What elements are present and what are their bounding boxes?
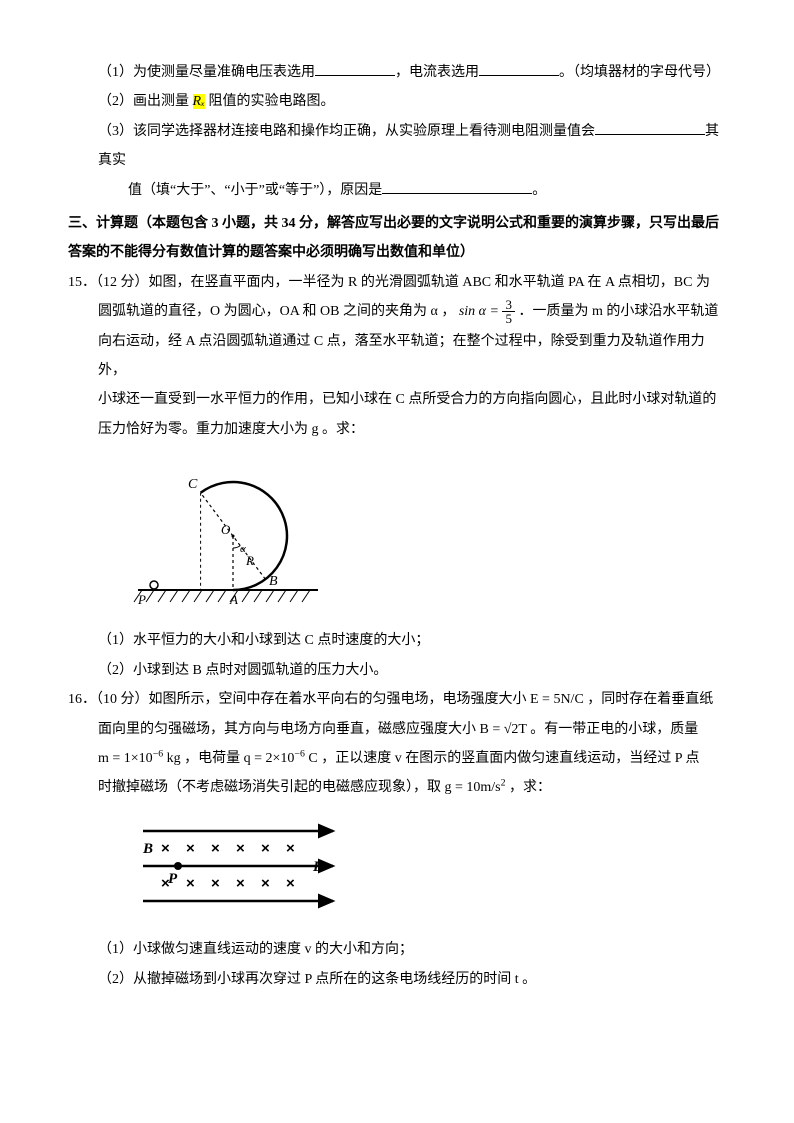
text: （10 分）如图所示，空间中存在着水平向右的匀强电场，电场强度大小 E = 5N…	[96, 692, 713, 707]
q16-sub2: （2）从撤掉磁场到小球再次穿过 P 点所在的这条电场线经历的时间 t 。	[98, 965, 726, 994]
sqrt2: √2	[504, 715, 519, 744]
q16-line1: 16．（10 分）如图所示，空间中存在着水平向右的匀强电场，电场强度大小 E =…	[68, 685, 726, 714]
svg-text:×: ×	[186, 840, 195, 857]
svg-text:×: ×	[211, 840, 220, 857]
pre-q-2: （2）画出测量 Rₓ 阻值的实验电路图。	[98, 87, 726, 116]
text: ，求：	[506, 780, 552, 795]
q-num: 15．	[68, 275, 96, 290]
label-C: C	[188, 477, 198, 492]
q15-line3: 向右运动，经 A 点沿圆弧轨道通过 C 点，落至水平轨道；在整个过程中，除受到重…	[98, 327, 726, 386]
q15-sub1: （1）水平恒力的大小和小球到达 C 点时速度的大小；	[98, 626, 726, 655]
field-diagram: × × × × × × × × × × × × B P E	[128, 811, 358, 916]
svg-text:×: ×	[261, 875, 270, 892]
blank[interactable]	[315, 61, 395, 76]
q16-sub1: （1）小球做匀速直线运动的速度 v 的大小和方向；	[98, 935, 726, 964]
svg-text:×: ×	[161, 840, 170, 857]
denominator: 5	[502, 312, 515, 325]
text: 时撤掉磁场（不考虑磁场消失引起的电磁感应现象），取 g = 10m/s	[98, 780, 501, 795]
text: （12 分）如图，在竖直平面内，一半径为 R 的光滑圆弧轨道 ABC 和水平轨道…	[96, 275, 710, 290]
blank[interactable]	[382, 179, 532, 194]
text: ．一质量为 m 的小球沿水平轨道	[518, 304, 718, 319]
text: C ，正以速度 v 在图示的竖直面内做匀速直线运动，当经过 P 点	[305, 751, 700, 766]
text: T 。有一带正电的小球，质量	[518, 722, 698, 737]
text: （3）该同学选择器材连接电路和操作均正确，从实验原理上看待测电阻测量值会	[98, 124, 595, 139]
blank[interactable]	[479, 61, 559, 76]
figure-q16: × × × × × × × × × × × × B P E	[128, 811, 726, 927]
svg-text:×: ×	[286, 875, 295, 892]
svg-text:×: ×	[186, 875, 195, 892]
text: 面向里的匀强磁场，其方向与电场方向垂直，磁感应强度大小 B =	[98, 722, 504, 737]
text: 小球还一直受到一水平恒力的作用，已知小球在 C 点所受合力的方向指向圆心，且此时…	[98, 392, 716, 407]
q16-line2: 面向里的匀强磁场，其方向与电场方向垂直，磁感应强度大小 B = √2T 。有一带…	[98, 715, 726, 744]
text: 圆弧轨道的直径，O 为圆心，OA 和 OB 之间的夹角为 α ，	[98, 304, 455, 319]
q16-line3: m = 1×10−6 kg ，电荷量 q = 2×10−6 C ，正以速度 v …	[98, 744, 726, 773]
text: 向右运动，经 A 点沿圆弧轨道通过 C 点，落至水平轨道；在整个过程中，除受到重…	[98, 334, 705, 378]
cross-row-2: ××× ×××	[161, 875, 295, 892]
exp: −6	[294, 748, 304, 759]
label-A: A	[229, 592, 238, 607]
svg-text:×: ×	[261, 840, 270, 857]
label-B: B	[269, 574, 278, 589]
text: 。	[532, 183, 546, 198]
text: m = 1×10	[98, 751, 153, 766]
q15-line4: 小球还一直受到一水平恒力的作用，已知小球在 C 点所受合力的方向指向圆心，且此时…	[98, 385, 726, 414]
label-B: B	[142, 841, 153, 857]
section-3-title: 三、计算题（本题包含 3 小题，共 34 分，解答应写出必要的文字说明公式和重要…	[68, 209, 726, 268]
q-num: 16．	[68, 692, 96, 707]
text: （1）小球做匀速直线运动的速度 v 的大小和方向；	[98, 942, 413, 957]
circle-track-diagram: C O α R B A P	[128, 452, 328, 607]
svg-text:×: ×	[236, 875, 245, 892]
text: 压力恰好为零。重力加速度大小为 g 。求：	[98, 422, 364, 437]
q15-sub2: （2）小球到达 B 点时对圆弧轨道的压力大小。	[98, 656, 726, 685]
pre-q-3: （3）该同学选择器材连接电路和操作均正确，从实验原理上看待测电阻测量值会其真实	[98, 117, 726, 176]
label-P: P	[137, 592, 146, 607]
blank[interactable]	[595, 120, 705, 135]
label-O: O	[221, 522, 231, 537]
fraction-3-5: 35	[502, 298, 515, 325]
title-text: 三、计算题（本题包含 3 小题，共 34 分，解答应写出必要的文字说明公式和重要…	[68, 216, 719, 260]
q15-line1: 15．（12 分）如图，在竖直平面内，一半径为 R 的光滑圆弧轨道 ABC 和水…	[68, 268, 726, 297]
label-P: P	[168, 871, 178, 887]
highlighted-rx: Rₓ	[193, 94, 206, 109]
text: 值（填“大于”、“小于”或“等于”），原因是	[128, 183, 382, 198]
q16-line4: 时撤掉磁场（不考虑磁场消失引起的电磁感应现象），取 g = 10m/s2 ，求：	[98, 773, 726, 802]
text: （2）小球到达 B 点时对圆弧轨道的压力大小。	[98, 663, 387, 678]
pre-q-1: （1）为使测量尽量准确电压表选用 ，电流表选用 。（均填器材的字母代号）	[98, 58, 726, 87]
pre-q-3b: 值（填“大于”、“小于”或“等于”），原因是 。	[128, 176, 726, 205]
label-E: E	[312, 859, 323, 875]
text: 。（均填器材的字母代号）	[559, 65, 720, 80]
q15-line2: 圆弧轨道的直径，O 为圆心，OA 和 OB 之间的夹角为 α ， sin α =…	[98, 297, 726, 326]
text: kg ，电荷量 q = 2×10	[163, 751, 294, 766]
exp: −6	[153, 748, 163, 759]
figure-q15: C O α R B A P	[128, 452, 726, 618]
text: （2）从撤掉磁场到小球再次穿过 P 点所在的这条电场线经历的时间 t 。	[98, 972, 536, 987]
svg-text:×: ×	[211, 875, 220, 892]
text: （2）画出测量	[98, 94, 193, 109]
text: （1）水平恒力的大小和小球到达 C 点时速度的大小；	[98, 633, 429, 648]
numerator: 3	[502, 298, 515, 312]
q15-line5: 压力恰好为零。重力加速度大小为 g 。求：	[98, 415, 726, 444]
cross-row-1: × × × × × ×	[161, 840, 295, 857]
text: ，电流表选用	[395, 65, 479, 80]
text: （1）为使测量尽量准确电压表选用	[98, 65, 315, 80]
svg-text:×: ×	[286, 840, 295, 857]
svg-text:×: ×	[236, 840, 245, 857]
sin-expr: sin α =	[459, 304, 499, 319]
label-R: R	[245, 553, 254, 568]
text: 阻值的实验电路图。	[205, 94, 335, 109]
